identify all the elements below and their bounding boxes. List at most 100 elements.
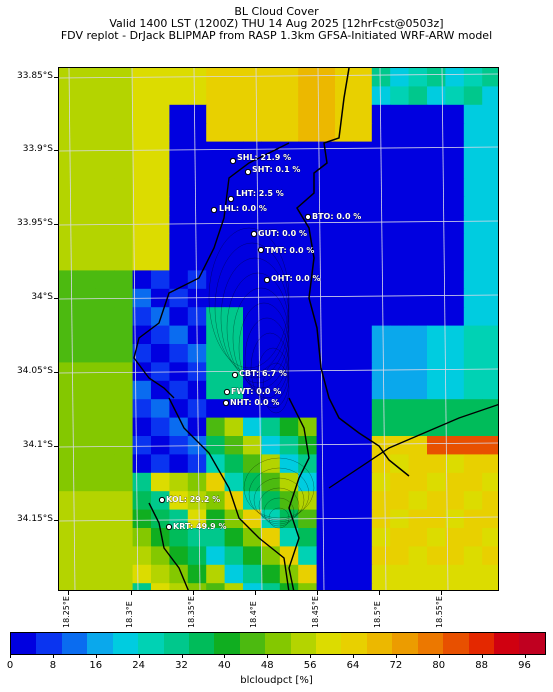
raster-cell xyxy=(279,472,299,492)
raster-cell xyxy=(279,344,299,363)
raster-cell xyxy=(371,583,391,590)
raster-cell xyxy=(408,509,428,529)
raster-cell xyxy=(169,196,189,216)
raster-cell xyxy=(151,509,170,529)
raster-cell xyxy=(390,270,410,290)
station-marker-lhl[interactable] xyxy=(210,206,218,214)
colorbar-segment xyxy=(341,633,367,654)
raster-cell xyxy=(463,68,483,87)
raster-cell xyxy=(463,196,483,216)
raster-cell xyxy=(59,270,78,290)
raster-cell xyxy=(408,399,428,419)
raster-cell xyxy=(482,399,498,419)
raster-cell xyxy=(408,252,428,271)
station-marker-fwt[interactable] xyxy=(223,388,231,396)
raster-cell xyxy=(95,307,115,327)
raster-cell xyxy=(408,362,428,382)
raster-cell xyxy=(114,399,134,419)
station-marker-krt[interactable] xyxy=(165,523,173,531)
raster-cell xyxy=(335,270,354,290)
station-label-fwt: FWT: 0.0 % xyxy=(231,387,281,396)
raster-cell xyxy=(59,380,78,400)
contour-line xyxy=(226,272,290,384)
raster-cell xyxy=(353,307,373,327)
raster-cell xyxy=(408,104,428,124)
raster-cell xyxy=(95,196,115,216)
raster-cell xyxy=(77,104,97,124)
raster-cell xyxy=(114,325,134,345)
station-marker-nht[interactable] xyxy=(222,399,230,407)
raster-cell xyxy=(408,344,428,363)
raster-cell xyxy=(59,196,78,216)
raster-cell xyxy=(427,546,446,566)
latitude-line xyxy=(59,220,498,226)
raster-cell xyxy=(261,270,281,290)
station-marker-shl[interactable] xyxy=(229,157,237,165)
station-marker-bto[interactable] xyxy=(304,213,312,221)
raster-cell xyxy=(132,380,152,400)
station-marker-lht[interactable] xyxy=(227,195,235,203)
raster-cell xyxy=(390,491,410,511)
raster-cell xyxy=(243,233,262,253)
x-tick-label: 18.5°E xyxy=(373,601,382,628)
raster-cell xyxy=(427,178,446,198)
raster-cell xyxy=(482,270,498,290)
raster-cell xyxy=(390,307,410,327)
raster-cell xyxy=(408,86,428,106)
raster-cell xyxy=(408,564,428,584)
station-marker-kol[interactable] xyxy=(158,496,166,504)
x-tick-mark xyxy=(379,591,380,595)
raster-cell xyxy=(169,472,189,492)
raster-cell xyxy=(371,417,391,437)
raster-cell xyxy=(463,362,483,382)
raster-cell xyxy=(445,362,465,382)
raster-cell xyxy=(335,196,354,216)
contour-line xyxy=(268,507,290,529)
colorbar-tick-mark xyxy=(181,655,183,658)
raster-cell xyxy=(316,178,336,198)
station-marker-sht[interactable] xyxy=(244,168,252,176)
longitude-line xyxy=(68,68,76,590)
raster-cell xyxy=(463,344,483,363)
raster-cell xyxy=(371,123,391,143)
raster-cell xyxy=(187,399,207,419)
station-marker-oht[interactable] xyxy=(263,276,271,284)
y-tick-mark xyxy=(54,298,58,299)
raster-cell xyxy=(353,344,373,363)
y-tick-mark xyxy=(54,520,58,521)
raster-cell xyxy=(316,86,336,106)
raster-cell xyxy=(408,215,428,235)
colorbar-segment xyxy=(494,633,520,654)
raster-cell xyxy=(390,68,410,87)
raster-cell xyxy=(390,380,410,400)
raster-cell xyxy=(279,362,299,382)
raster-cell xyxy=(316,491,336,511)
raster-cell xyxy=(224,491,244,511)
raster-cell xyxy=(298,436,318,455)
station-marker-gut[interactable] xyxy=(250,230,258,238)
raster-cell xyxy=(316,564,336,584)
raster-cell xyxy=(445,160,465,179)
raster-cell xyxy=(371,472,391,492)
station-marker-tmt[interactable] xyxy=(257,246,265,254)
raster-cell xyxy=(261,325,281,345)
raster-cell xyxy=(298,86,318,106)
station-marker-cbt[interactable] xyxy=(231,371,239,379)
colorbar-tick-label: 48 xyxy=(260,660,274,671)
coastline-southwest xyxy=(148,502,189,590)
raster-cell xyxy=(371,564,391,584)
raster-cell xyxy=(95,123,115,143)
raster-cell xyxy=(427,583,446,590)
colorbar-segment xyxy=(214,633,240,654)
raster-cell xyxy=(371,104,391,124)
raster-cell xyxy=(279,252,299,271)
map-plot-area[interactable]: SHL: 21.9 % SHT: 0.1 % LHT: 2.5 % LHL: 0.0 … xyxy=(58,67,499,591)
raster-cell xyxy=(427,325,446,345)
raster-cell xyxy=(390,344,410,363)
raster-cell xyxy=(132,417,152,437)
y-tick-label: 33.95°S xyxy=(17,218,53,228)
y-tick-label: 34°S xyxy=(31,292,53,302)
raster-cell xyxy=(206,307,226,327)
raster-cell xyxy=(279,307,299,327)
raster-cell xyxy=(353,68,373,87)
